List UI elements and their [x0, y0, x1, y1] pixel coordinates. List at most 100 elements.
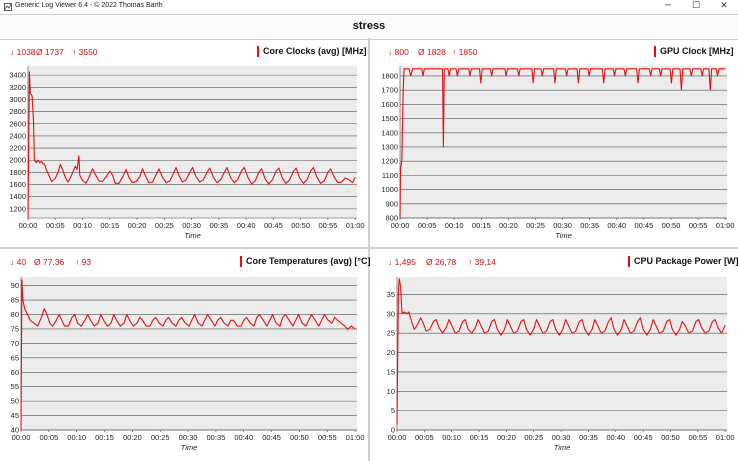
legend-swatch: [654, 46, 656, 57]
series-line: [399, 68, 726, 219]
y-tick-label: 900: [385, 199, 398, 208]
x-axis-label: Time: [184, 231, 201, 240]
plot-area: [400, 66, 727, 218]
stat-max: ↑ 39,14: [468, 257, 496, 267]
y-tick-label: 90: [11, 281, 19, 290]
y-tick-label: 0: [391, 426, 395, 435]
x-tick-label: 00:25: [155, 221, 174, 230]
x-tick-label: 00:05: [418, 221, 437, 230]
y-tick-label: 15: [387, 367, 395, 376]
window-title: Generic Log Viewer 6.4 - © 2022 Thomas B…: [15, 2, 163, 9]
x-tick-label: 00:00: [388, 433, 407, 442]
stat-min: ↓ 800: [388, 47, 409, 57]
stat-avg: Ø 77,36: [34, 257, 65, 267]
chart-svg: 40 45 50 55 60 65 70 75 80 85 90 00:00 00:05 00:10 00:…: [11, 277, 365, 452]
x-tick-label: 00:25: [526, 221, 545, 230]
x-tick-label: 00:30: [179, 433, 198, 442]
chart-panel-core-clocks[interactable]: ↓ 1038 Ø 1737 ↑ 3550 Core Clocks (avg) […: [0, 39, 368, 247]
x-tick-label: 00:50: [661, 433, 680, 442]
x-axis-label: Time: [181, 443, 198, 452]
y-tick-label: 2600: [9, 119, 26, 128]
x-tick-label: 00:40: [234, 433, 253, 442]
y-tick-label: 80: [11, 310, 19, 319]
x-tick-label: 00:30: [182, 221, 201, 230]
y-tick-label: 1600: [381, 100, 398, 109]
series-line: [20, 279, 356, 431]
stat-max: ↑ 93: [75, 257, 92, 267]
y-tick-label: 1000: [381, 185, 398, 194]
stat-avg: Ø 1828: [418, 47, 446, 57]
x-tick-label: 00:00: [12, 433, 31, 442]
y-tick-label: 1300: [381, 142, 398, 151]
y-tick-label: 75: [11, 324, 19, 333]
x-tick-label: 00:00: [19, 221, 38, 230]
chart-panel-cpu-package-power[interactable]: ↓ 1,495 Ø 26,78 ↑ 39,14 CPU Package Powe…: [370, 249, 738, 457]
legend-swatch: [628, 256, 630, 267]
chart-panel-gpu-clock[interactable]: ↓ 800 Ø 1828 ↑ 1850 GPU Clock [MHz] 800 9…: [370, 39, 738, 247]
y-tick-label: 70: [11, 339, 19, 348]
chart-panel-core-temperatures[interactable]: ↓ 40 Ø 77,36 ↑ 93 Core Temperatures (avg…: [0, 249, 371, 457]
x-tick-label: 00:20: [128, 221, 147, 230]
x-tick-label: 00:35: [207, 433, 226, 442]
y-tick-label: 3400: [9, 71, 26, 80]
y-tick-label: 1400: [9, 192, 26, 201]
y-tick-label: 25: [387, 329, 395, 338]
x-tick-label: 00:55: [688, 433, 707, 442]
x-tick-label: 00:35: [209, 221, 228, 230]
x-tick-label: 00:10: [67, 433, 86, 442]
y-tick-label: 3200: [9, 83, 26, 92]
chart-title: Core Temperatures (avg) [°C]: [246, 256, 371, 266]
legend-swatch: [240, 256, 242, 267]
x-tick-label: 00:10: [445, 221, 464, 230]
x-tick-label: 01:00: [346, 433, 365, 442]
x-tick-label: 00:20: [123, 433, 142, 442]
chart-svg: 1200 1400 1600 1800 2000 2200 2400 2600 2800 3000…: [9, 66, 365, 240]
x-tick-label: 00:50: [662, 221, 681, 230]
x-tick-label: 00:20: [497, 433, 516, 442]
y-tick-label: 50: [11, 397, 19, 406]
chart-svg: 0 5 10 15 20 25 30 35 00:00 00:05 00:10 00:15 00:20 0…: [387, 277, 735, 452]
x-tick-label: 00:25: [524, 433, 543, 442]
stat-min: ↓ 1,495: [388, 257, 416, 267]
maximize-button[interactable]: ☐: [691, 1, 701, 11]
x-tick-label: 00:55: [689, 221, 708, 230]
y-tick-label: 60: [11, 368, 19, 377]
chart-svg: 800 900 1000 1100 1200 1300 1400 1500 1600 1700 18…: [381, 66, 735, 240]
page-title: stress: [352, 20, 386, 32]
y-tick-label: 5: [391, 406, 395, 415]
y-tick-label: 10: [387, 387, 395, 396]
y-tick-label: 1200: [381, 157, 398, 166]
chart-title: CPU Package Power [W]: [634, 256, 738, 266]
x-tick-label: 00:15: [472, 221, 491, 230]
chart-title: GPU Clock [MHz]: [660, 46, 734, 56]
x-tick-label: 00:40: [237, 221, 256, 230]
close-button[interactable]: ✕: [720, 1, 728, 11]
x-tick-label: 00:15: [100, 221, 119, 230]
y-tick-label: 1800: [9, 168, 26, 177]
y-tick-label: 55: [11, 382, 19, 391]
window-titlebar: Generic Log Viewer 6.4 - © 2022 Thomas B…: [0, 0, 738, 14]
y-tick-label: 2800: [9, 107, 26, 116]
x-tick-label: 00:50: [291, 221, 310, 230]
x-tick-label: 00:30: [552, 433, 571, 442]
y-tick-label: 1200: [9, 204, 26, 213]
x-tick-label: 00:10: [73, 221, 92, 230]
y-tick-label: 20: [387, 348, 395, 357]
x-tick-label: 01:00: [716, 433, 735, 442]
y-tick-label: 1700: [381, 86, 398, 95]
panel-divider-horizontal: [0, 247, 738, 249]
app-icon: [4, 3, 12, 11]
x-tick-label: 00:50: [290, 433, 309, 442]
x-tick-label: 00:15: [470, 433, 489, 442]
y-tick-label: 800: [385, 214, 398, 223]
x-tick-label: 00:40: [606, 433, 625, 442]
y-tick-label: 1600: [9, 180, 26, 189]
stat-min: ↓ 40: [10, 257, 27, 267]
series-line: [396, 278, 726, 425]
y-tick-label: 3000: [9, 95, 26, 104]
x-tick-label: 00:20: [499, 221, 518, 230]
minimize-button[interactable]: ─: [665, 1, 671, 11]
x-tick-label: 00:05: [415, 433, 434, 442]
x-tick-label: 00:05: [46, 221, 65, 230]
y-tick-label: 35: [387, 290, 395, 299]
